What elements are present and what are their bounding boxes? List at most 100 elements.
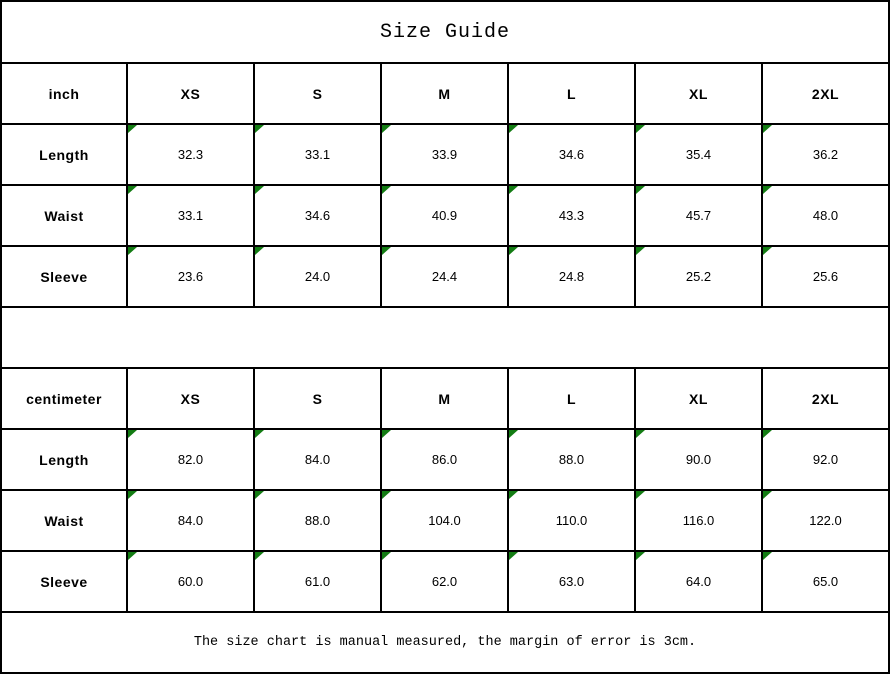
cell-inch-waist-s: 34.6 xyxy=(253,184,382,247)
unit-header-inch: inch xyxy=(0,62,128,125)
corner-flag-icon xyxy=(256,126,264,133)
corner-flag-icon xyxy=(129,248,137,255)
cell-inch-sleeve-xl: 25.2 xyxy=(634,245,763,308)
cell-cm-sleeve-xs: 60.0 xyxy=(126,550,255,613)
corner-flag-icon xyxy=(764,492,772,499)
cell-value: 25.2 xyxy=(685,269,712,284)
corner-flag-icon xyxy=(637,248,645,255)
cell-value: 34.6 xyxy=(304,208,331,223)
cell-value: 110.0 xyxy=(555,513,588,528)
cell-cm-sleeve-m: 62.0 xyxy=(380,550,509,613)
corner-flag-icon xyxy=(383,126,391,133)
cell-cm-sleeve-l: 63.0 xyxy=(507,550,636,613)
cell-value: 84.0 xyxy=(177,513,204,528)
size-header-cm-xs: XS xyxy=(126,367,255,430)
corner-flag-icon xyxy=(129,187,137,194)
cell-value: 24.4 xyxy=(431,269,458,284)
row-label-cm-length: Length xyxy=(0,428,128,491)
cell-cm-waist-xl: 116.0 xyxy=(634,489,763,552)
cell-value: 88.0 xyxy=(304,513,331,528)
cell-value: 104.0 xyxy=(428,513,461,528)
cell-value: 82.0 xyxy=(177,452,204,467)
size-header-cm-m: M xyxy=(380,367,509,430)
corner-flag-icon xyxy=(383,187,391,194)
cell-value: 62.0 xyxy=(431,574,458,589)
cell-value: 92.0 xyxy=(812,452,839,467)
cell-value: 88.0 xyxy=(558,452,585,467)
size-header-cm-l: L xyxy=(507,367,636,430)
unit-header-centimeter: centimeter xyxy=(0,367,128,430)
cell-inch-sleeve-2xl: 25.6 xyxy=(761,245,890,308)
corner-flag-icon xyxy=(510,553,518,560)
cell-inch-waist-m: 40.9 xyxy=(380,184,509,247)
cell-value: 63.0 xyxy=(558,574,585,589)
corner-flag-icon xyxy=(764,431,772,438)
corner-flag-icon xyxy=(256,553,264,560)
size-header-cm-xl: XL xyxy=(634,367,763,430)
footer-note: The size chart is manual measured, the m… xyxy=(0,611,890,674)
cell-value: 23.6 xyxy=(177,269,204,284)
size-header-cm-2xl: 2XL xyxy=(761,367,890,430)
size-header-inch-2xl: 2XL xyxy=(761,62,890,125)
cell-value: 122.0 xyxy=(809,513,842,528)
cell-cm-waist-l: 110.0 xyxy=(507,489,636,552)
cell-cm-sleeve-2xl: 65.0 xyxy=(761,550,890,613)
row-label-cm-sleeve: Sleeve xyxy=(0,550,128,613)
cell-value: 48.0 xyxy=(812,208,839,223)
corner-flag-icon xyxy=(129,431,137,438)
spacer-row xyxy=(0,306,890,369)
cell-value: 34.6 xyxy=(558,147,585,162)
cell-inch-waist-xl: 45.7 xyxy=(634,184,763,247)
cell-cm-sleeve-xl: 64.0 xyxy=(634,550,763,613)
corner-flag-icon xyxy=(637,553,645,560)
size-header-inch-m: M xyxy=(380,62,509,125)
corner-flag-icon xyxy=(256,187,264,194)
corner-flag-icon xyxy=(764,553,772,560)
cell-inch-sleeve-s: 24.0 xyxy=(253,245,382,308)
cell-inch-waist-xs: 33.1 xyxy=(126,184,255,247)
cell-value: 40.9 xyxy=(431,208,458,223)
cell-value: 60.0 xyxy=(177,574,204,589)
size-header-cm-s: S xyxy=(253,367,382,430)
cell-value: 65.0 xyxy=(812,574,839,589)
cell-value: 24.8 xyxy=(558,269,585,284)
cell-inch-length-2xl: 36.2 xyxy=(761,123,890,186)
corner-flag-icon xyxy=(510,126,518,133)
cell-inch-sleeve-xs: 23.6 xyxy=(126,245,255,308)
corner-flag-icon xyxy=(383,431,391,438)
corner-flag-icon xyxy=(383,492,391,499)
cell-value: 35.4 xyxy=(685,147,712,162)
cell-value: 116.0 xyxy=(682,513,715,528)
cell-cm-length-m: 86.0 xyxy=(380,428,509,491)
cell-inch-waist-2xl: 48.0 xyxy=(761,184,890,247)
corner-flag-icon xyxy=(510,248,518,255)
corner-flag-icon xyxy=(510,492,518,499)
cell-cm-waist-2xl: 122.0 xyxy=(761,489,890,552)
size-header-inch-s: S xyxy=(253,62,382,125)
corner-flag-icon xyxy=(129,126,137,133)
cell-value: 33.1 xyxy=(304,147,331,162)
cell-inch-length-l: 34.6 xyxy=(507,123,636,186)
cell-value: 84.0 xyxy=(304,452,331,467)
cell-value: 45.7 xyxy=(685,208,712,223)
cell-cm-length-s: 84.0 xyxy=(253,428,382,491)
size-header-inch-l: L xyxy=(507,62,636,125)
corner-flag-icon xyxy=(383,553,391,560)
cell-cm-length-xs: 82.0 xyxy=(126,428,255,491)
corner-flag-icon xyxy=(637,431,645,438)
corner-flag-icon xyxy=(256,492,264,499)
cell-value: 36.2 xyxy=(812,147,839,162)
cell-value: 61.0 xyxy=(304,574,331,589)
corner-flag-icon xyxy=(637,492,645,499)
cell-inch-length-s: 33.1 xyxy=(253,123,382,186)
cell-value: 33.1 xyxy=(177,208,204,223)
corner-flag-icon xyxy=(256,431,264,438)
size-header-inch-xl: XL xyxy=(634,62,763,125)
cell-cm-waist-xs: 84.0 xyxy=(126,489,255,552)
row-label-inch-sleeve: Sleeve xyxy=(0,245,128,308)
cell-cm-waist-m: 104.0 xyxy=(380,489,509,552)
row-label-inch-length: Length xyxy=(0,123,128,186)
cell-value: 33.9 xyxy=(431,147,458,162)
cell-cm-length-xl: 90.0 xyxy=(634,428,763,491)
cell-value: 32.3 xyxy=(177,147,204,162)
